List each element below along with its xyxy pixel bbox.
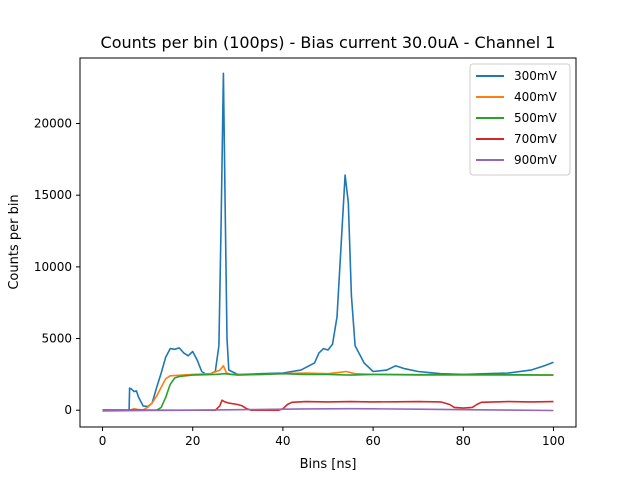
x-tick-label: 20 [185, 434, 200, 448]
plot-frame [79, 57, 577, 428]
y-tick-label: 10000 [34, 260, 72, 274]
x-tick-label: 100 [542, 434, 565, 448]
legend: 300mV 400mV 500mV 700mV 900mV [469, 63, 571, 176]
x-axis-label: Bins [ns] [300, 457, 357, 472]
legend-box [469, 63, 571, 176]
series-line-900mV [102, 407, 554, 412]
x-tick-label: 0 [99, 434, 107, 448]
series-line-500mV [102, 372, 554, 411]
legend-label-900mV: 900mV [514, 153, 558, 167]
series-layer [102, 72, 554, 412]
x-tick-label: 80 [456, 434, 471, 448]
series-line-700mV [102, 399, 554, 411]
y-tick-label: 20000 [34, 117, 72, 131]
chart-title: Counts per bin (100ps) - Bias current 30… [101, 33, 556, 52]
x-axis-ticks: 0 20 40 60 80 100 [99, 427, 565, 448]
y-axis-label: Counts per bin [7, 194, 22, 289]
x-tick-label: 40 [275, 434, 290, 448]
x-tick-label: 60 [365, 434, 380, 448]
series-line-300mV [102, 72, 554, 411]
y-tick-label: 5000 [41, 332, 72, 346]
y-axis-ticks: 0 5000 10000 15000 20000 [34, 117, 80, 417]
legend-label-500mV: 500mV [514, 111, 558, 125]
series-line-400mV [102, 365, 554, 411]
y-tick-label: 15000 [34, 188, 72, 202]
legend-label-700mV: 700mV [514, 132, 558, 146]
legend-label-400mV: 400mV [514, 90, 558, 104]
y-tick-label: 0 [64, 403, 72, 417]
legend-label-300mV: 300mV [514, 69, 558, 83]
